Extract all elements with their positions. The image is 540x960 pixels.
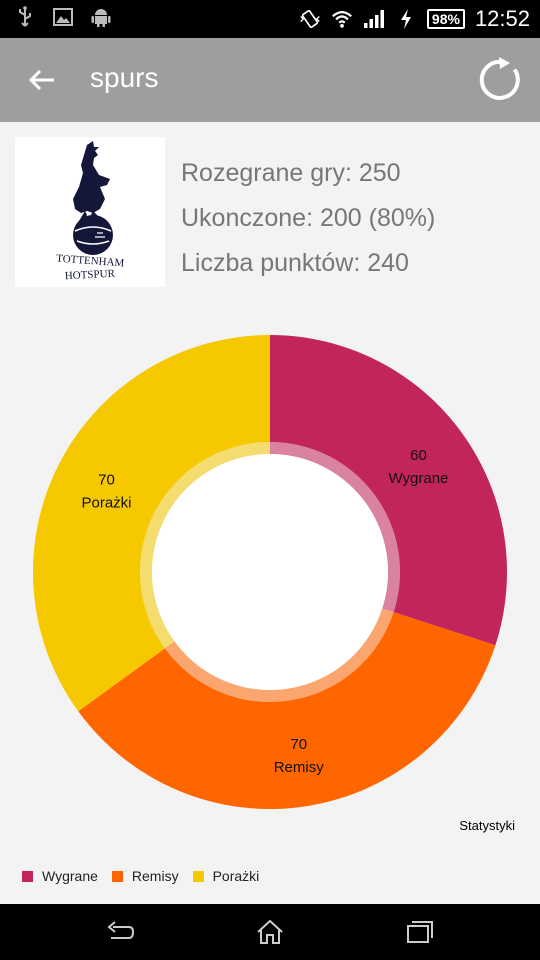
android-icon	[90, 6, 112, 28]
signal-icon	[363, 8, 385, 30]
slice-pora-ki[interactable]	[32, 335, 271, 712]
svg-text:TOTTENHAM: TOTTENHAM	[56, 253, 125, 270]
legend-item-porazki: Porażki	[192, 868, 260, 884]
back-icon	[107, 921, 135, 939]
legend-swatch	[22, 870, 33, 882]
back-button[interactable]	[22, 58, 62, 102]
chart-description: Statystyki	[459, 818, 515, 833]
slice-value-label: 70	[290, 736, 307, 753]
results-donut-chart[interactable]: 60 Wygrane 70 Remisy 70 Porażki	[0, 300, 540, 820]
slice-value-label: 60	[410, 447, 427, 464]
legend-item-remisy: Remisy	[111, 868, 179, 884]
legend-swatch	[192, 870, 204, 882]
nav-recent-apps-button[interactable]	[400, 914, 440, 950]
navigation-bar	[0, 904, 540, 960]
slice-inner-ring-pora-ki	[140, 442, 270, 649]
games-played-label: Rozegrane gry: 250	[181, 159, 401, 187]
legend-label: Remisy	[131, 868, 179, 884]
page-title: spurs	[90, 62, 159, 93]
app-bar: spurs	[0, 38, 540, 122]
arrow-left-icon	[28, 69, 54, 91]
refresh-button[interactable]	[478, 56, 526, 104]
usb-icon	[14, 6, 36, 28]
legend-item-wygrane: Wygrane	[22, 868, 98, 884]
completed-games-label: Ukonczone: 200 (80%)	[181, 204, 436, 232]
chart-legend: Wygrane Remisy Porażki	[22, 868, 273, 884]
image-icon	[52, 6, 74, 28]
slice-category-label: Remisy	[274, 759, 325, 776]
wifi-icon	[331, 8, 353, 30]
team-stats: Rozegrane gry: 250 Ukonczone: 200 (80%) …	[181, 155, 435, 290]
slice-category-label: Wygrane	[389, 470, 449, 487]
slice-remisy[interactable]	[78, 612, 496, 809]
slice-inner-ring-wygrane	[270, 442, 401, 613]
refresh-icon	[479, 57, 520, 100]
legend-label: Porażki	[212, 868, 260, 884]
nav-home-button[interactable]	[250, 914, 290, 950]
status-bar: 98% 12:52	[0, 0, 540, 38]
team-logo: TOTTENHAM HOTSPUR	[15, 137, 165, 287]
legend-swatch	[111, 870, 123, 882]
clock: 12:52	[474, 6, 530, 31]
vibrate-icon	[299, 8, 321, 30]
slice-value-label: 70	[98, 472, 115, 489]
battery-percentage: 98%	[426, 9, 465, 29]
slice-category-label: Porażki	[81, 495, 131, 512]
points-label: Liczba punktów: 240	[181, 249, 409, 277]
legend-label: Wygrane	[42, 868, 98, 884]
nav-back-button[interactable]	[100, 914, 140, 950]
slice-inner-ring-remisy	[164, 608, 394, 702]
svg-text:HOTSPUR: HOTSPUR	[65, 268, 116, 283]
recent-apps-icon	[407, 921, 433, 943]
slice-wygrane[interactable]	[270, 335, 507, 646]
charging-icon	[395, 8, 417, 30]
donut-hole	[152, 454, 388, 690]
home-icon	[257, 919, 283, 944]
